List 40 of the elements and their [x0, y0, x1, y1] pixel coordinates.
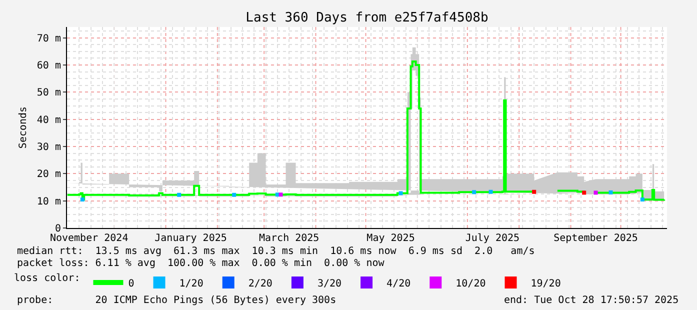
point	[472, 190, 476, 194]
legend-label: 2/20	[248, 278, 272, 290]
point	[582, 190, 586, 195]
point	[177, 192, 182, 197]
text: probe: 20 ICMP Echo Pings (56 Bytes) every 300s	[17, 295, 336, 306]
text: median rtt: 13.5 ms avg 61.3 ms max 10.3 ms min 10.6 ms now 6.9 ms sd 2.0 am/s	[17, 246, 535, 257]
y-tick-label: 40 m	[36, 114, 61, 126]
text: end: Tue Oct 28 17:50:57 2025	[504, 295, 679, 306]
y-tick-label: 70 m	[36, 33, 61, 44]
point	[640, 197, 644, 202]
point	[608, 190, 613, 194]
y-tick-label: 60 m	[36, 60, 61, 72]
point	[594, 190, 598, 195]
legend-label: 1/20	[179, 278, 204, 290]
legend-label: 10/20	[456, 278, 486, 290]
legend-title: loss color:	[14, 273, 80, 284]
point	[232, 192, 236, 197]
y-tick-label: 30 m	[36, 142, 61, 154]
point	[398, 191, 403, 196]
point	[532, 190, 536, 194]
y-axis-title: Seconds	[18, 106, 29, 149]
y-tick-label: 50 m	[36, 88, 61, 99]
point	[278, 192, 283, 197]
y-tick-label: 20 m	[36, 169, 61, 180]
chart-title: Last 360 Days from e25f7af4508b	[246, 10, 488, 26]
point	[488, 190, 493, 194]
x-tick-label: November 2024	[50, 233, 128, 244]
x-tick-label: January 2025	[154, 233, 227, 244]
legend-label: 3/20	[317, 278, 342, 290]
y-tick-label: 0	[54, 224, 61, 234]
legend-label: 19/20	[530, 278, 561, 290]
legend-label: 4/20	[386, 278, 411, 290]
text: packet loss: 6.11 % avg 100.00 % max 0.00 % min 0.00 % now	[17, 258, 386, 269]
x-tick-label: March 2025	[258, 233, 320, 244]
x-tick-label: July 2025	[465, 233, 520, 244]
point	[80, 197, 84, 202]
y-tick-label: 10 m	[36, 196, 61, 208]
legend-label: 0	[128, 278, 134, 290]
x-tick-label: September 2025	[554, 233, 638, 244]
x-tick-label: May 2025	[366, 233, 415, 244]
